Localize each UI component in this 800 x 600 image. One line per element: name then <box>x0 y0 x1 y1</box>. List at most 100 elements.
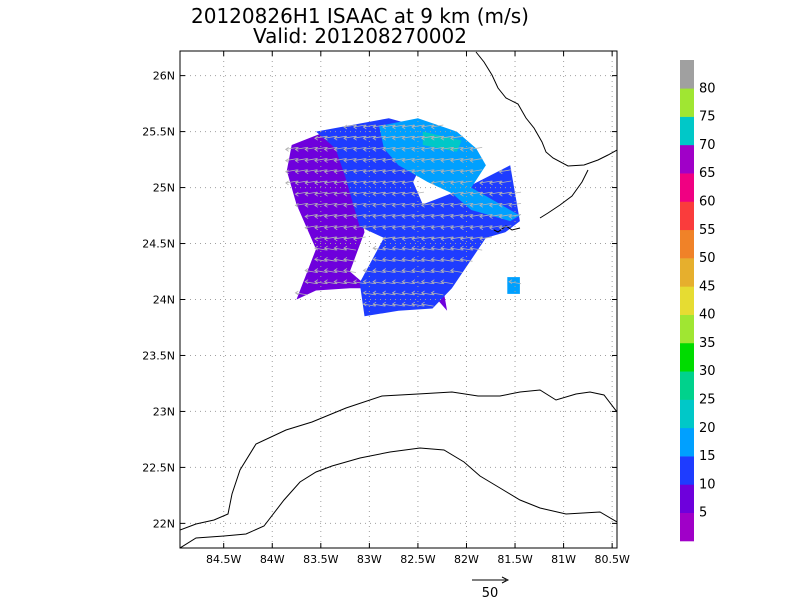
wind-vector-120 <box>459 191 473 197</box>
y-tick-label-0: 22N <box>153 517 175 530</box>
wind-vector-14 <box>352 135 366 141</box>
wind-vector-187 <box>459 225 473 231</box>
wind-vector-2 <box>362 124 376 130</box>
wind-vector-142 <box>450 202 463 208</box>
wind-vector-58 <box>411 158 424 163</box>
wind-vector-87 <box>294 180 308 186</box>
wind-vector-102 <box>459 180 473 186</box>
wind-vector-268 <box>294 290 308 296</box>
colorbar-label-3: 20 <box>699 421 716 436</box>
wind-vector-66 <box>294 169 308 175</box>
wind-vector-73 <box>362 169 376 175</box>
wind-vector-141 <box>440 202 454 208</box>
wind-vector-185 <box>440 225 454 231</box>
wind-vector-264 <box>420 279 434 285</box>
wind-vector-115 <box>382 191 395 197</box>
colorbar-swatch-2 <box>680 456 694 485</box>
wind-vector-171 <box>304 225 318 231</box>
wind-vector-197 <box>382 236 395 242</box>
wind-vector-211 <box>343 245 357 251</box>
wind-vector-119 <box>450 191 463 197</box>
wind-vector-276 <box>430 290 444 296</box>
wind-vector-61 <box>440 158 454 163</box>
wind-vector-174 <box>333 225 347 231</box>
wind-vector-55 <box>382 158 395 163</box>
wind-vector-231 <box>411 256 424 262</box>
wind-vector-114 <box>372 191 386 197</box>
wind-vector-16 <box>372 135 386 141</box>
wind-vector-192 <box>314 236 327 242</box>
wind-vector-111 <box>343 191 357 197</box>
coastline-cuba-south <box>180 447 617 548</box>
wind-vector-243 <box>372 268 386 273</box>
wind-vector-43 <box>459 146 473 152</box>
wind-vector-71 <box>343 169 357 175</box>
wind-vector-247 <box>411 268 424 273</box>
wind-vector-4 <box>382 124 395 130</box>
wind-vector-99 <box>430 180 444 186</box>
wind-vector-83 <box>459 169 473 175</box>
wind-vector-41 <box>440 146 454 152</box>
coastline-keys <box>493 225 521 233</box>
y-axis: 22N 22.5N 23N 23.5N 24N 24.5N 25N 25.5N 26N <box>142 70 617 530</box>
colorbar-swatch-16 <box>680 60 694 89</box>
wind-vector-121 <box>469 191 483 197</box>
wind-vector-245 <box>391 268 405 273</box>
wind-vector-235 <box>450 256 463 262</box>
wind-vector-80 <box>430 169 444 175</box>
wind-vector-271 <box>382 290 395 296</box>
wind-vector-159 <box>401 214 415 219</box>
wind-vector-262 <box>401 279 415 285</box>
colorbar-swatch-12 <box>680 173 694 202</box>
wind-vector-12 <box>333 135 347 141</box>
coastlines <box>180 51 617 548</box>
wind-vector-10 <box>314 135 327 141</box>
wind-vector-44 <box>469 146 483 152</box>
wind-vector-205 <box>459 236 473 242</box>
wind-vector-28 <box>314 146 327 152</box>
wind-vector-249 <box>430 268 444 273</box>
wind-vector-274 <box>411 290 424 296</box>
wind-vector-9 <box>430 124 444 130</box>
wind-vector-191 <box>498 225 512 231</box>
colorbar-swatch-11 <box>680 201 694 231</box>
x-tick-label-0: 84.5W <box>206 553 241 566</box>
colorbar-swatch-0 <box>680 512 694 542</box>
wind-vector-214 <box>391 245 405 251</box>
wind-vector-254 <box>323 279 337 285</box>
wind-vector-275 <box>420 290 434 296</box>
wind-vector-161 <box>420 214 434 219</box>
x-tick-label-4: 82.5W <box>400 553 435 566</box>
wind-vector-67 <box>304 169 318 175</box>
wind-vector-7 <box>411 124 424 130</box>
wind-vector-56 <box>391 158 405 163</box>
wind-vector-65 <box>284 169 298 175</box>
wind-vector-240 <box>333 268 347 273</box>
wind-vector-253 <box>314 279 327 285</box>
wind-vector-133 <box>362 202 376 208</box>
wind-vector-40 <box>430 146 444 152</box>
wind-vector-126 <box>294 202 308 208</box>
wind-vector-233 <box>430 256 444 262</box>
wind-vector-221 <box>459 245 473 251</box>
wind-vector-200 <box>411 236 424 242</box>
wind-vector-75 <box>382 169 395 175</box>
wind-vector-63 <box>459 158 473 163</box>
vector-scale-arrowhead <box>501 576 510 584</box>
wind-vector-25 <box>284 146 298 152</box>
wind-vector-93 <box>352 180 366 186</box>
wind-vector-261 <box>391 279 405 285</box>
wind-vector-170 <box>508 214 522 219</box>
colorbar-swatch-1 <box>680 484 694 514</box>
wind-vector-88 <box>304 180 318 186</box>
colorbar-label-11: 60 <box>699 194 716 209</box>
wind-vector-242 <box>362 268 376 273</box>
wind-vector-280 <box>391 301 405 307</box>
wind-vector-45 <box>284 158 298 163</box>
wind-vector-42 <box>450 146 463 152</box>
wind-vector-18 <box>391 135 405 141</box>
colorbar-label-8: 45 <box>699 279 716 294</box>
y-tick-label-8: 26N <box>153 70 175 83</box>
wind-vector-101 <box>450 180 463 186</box>
